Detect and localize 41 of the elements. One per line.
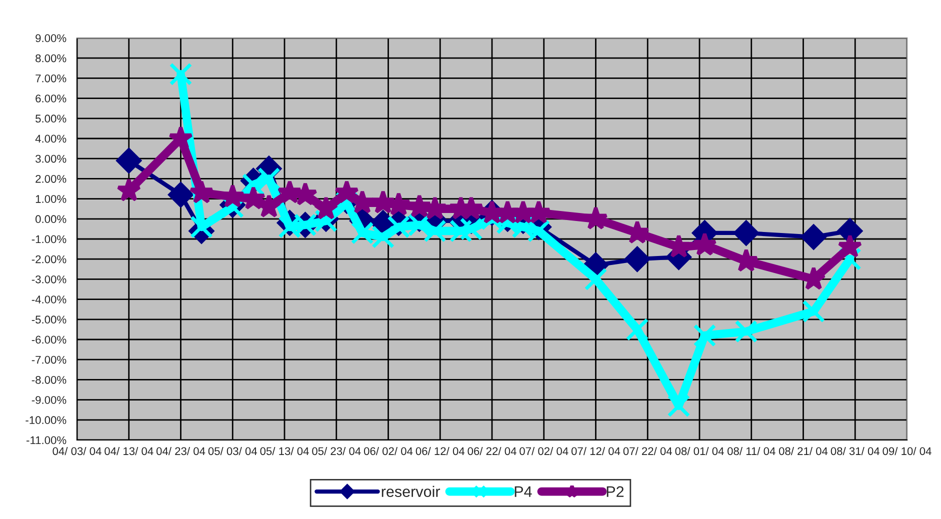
y-tick-label: 0.00% [36, 215, 66, 224]
x-tick-label: 04/ 13/ 04 [104, 446, 154, 456]
y-tick-label: 4.00% [35, 134, 66, 143]
y-tick-label: -5.00% [32, 316, 66, 324]
x-tick-label: 05/ 23/ 04 [312, 446, 361, 456]
x-tick-label: 09/ 10/ 04 [882, 446, 932, 456]
x-tick-label: 08/ 01/ 04 [675, 446, 724, 456]
y-tick-label: -3.00% [32, 275, 66, 284]
y-tick-label: -7.00% [32, 356, 66, 364]
x-tick-label: 04/ 23/ 04 [156, 446, 206, 456]
y-tick-label: 7.00% [36, 74, 66, 82]
x-tick-label: 07/ 22/ 04 [623, 446, 672, 456]
y-tick-label: 5.00% [36, 114, 66, 123]
y-tick-label: -10.00% [26, 416, 66, 424]
y-tick-label: 8.00% [36, 54, 66, 62]
x-tick-label: 08/ 31/ 04 [830, 446, 880, 456]
x-tick-label: 08/ 11/ 04 [728, 446, 776, 456]
y-tick-label: 9.00% [36, 34, 66, 42]
x-tick-label: 07/ 02/ 04 [520, 446, 568, 456]
y-tick-label: -2.00% [32, 255, 66, 264]
x-tick-label: 08/ 21/ 04 [778, 446, 828, 456]
legend-label: P4 [514, 486, 532, 497]
x-tick-label: 05/ 03/ 04 [208, 446, 258, 456]
y-tick-label: -8.00% [32, 376, 66, 384]
y-tick-label: 6.00% [36, 94, 66, 102]
x-tick-label: 06/ 12/ 04 [416, 446, 465, 456]
y-tick-label: -4.00% [32, 296, 66, 304]
x-tick-label: 04/ 03/ 04 [52, 446, 102, 456]
x-tick-label: 06/ 02/ 04 [364, 446, 413, 456]
legend-label: reservoir [382, 486, 440, 498]
y-tick-label: 1.00% [36, 195, 66, 203]
y-tick-label: -1.00% [32, 235, 66, 244]
x-tick-label: 07/ 12/ 04 [571, 446, 620, 456]
y-tick-label: -6.00% [32, 336, 66, 344]
y-tick-label: 3.00% [36, 154, 66, 163]
y-tick-label: 2.00% [36, 174, 66, 183]
y-tick-label: -11.00% [26, 436, 66, 444]
x-tick-label: 05/ 13/ 04 [260, 446, 309, 456]
x-tick-label: 06/ 22/ 04 [468, 446, 516, 456]
legend-label: P2 [606, 486, 624, 497]
y-tick-label: -9.00% [32, 396, 66, 404]
